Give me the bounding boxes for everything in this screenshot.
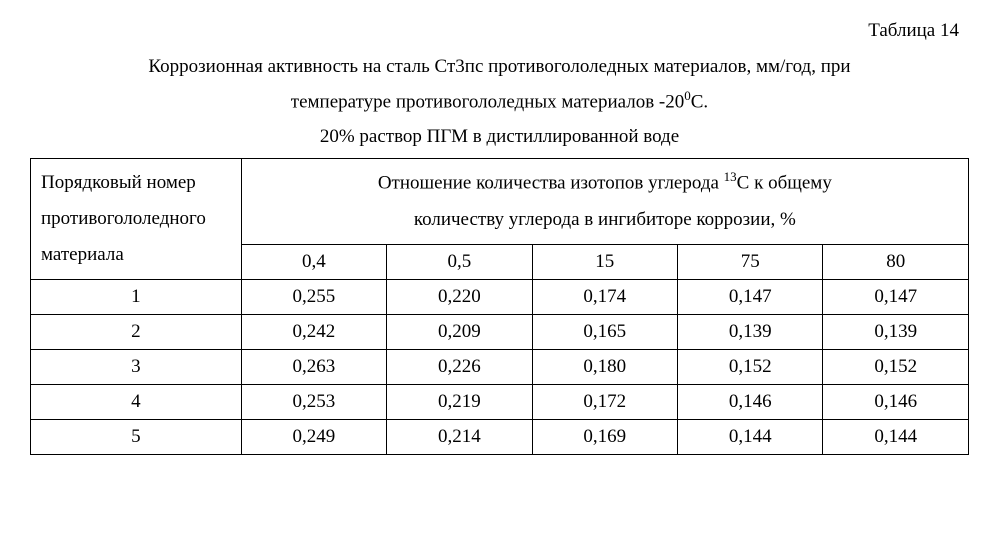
table-row: 1 0,255 0,220 0,174 0,147 0,147 bbox=[31, 280, 969, 315]
data-cell: 0,139 bbox=[823, 315, 969, 350]
data-cell: 0,165 bbox=[532, 315, 677, 350]
title-line-2-pre: температуре противогололедных материалов… bbox=[291, 92, 684, 113]
data-cell: 0,180 bbox=[532, 350, 677, 385]
data-cell: 0,146 bbox=[823, 385, 969, 420]
row-number: 4 bbox=[31, 385, 242, 420]
title-line-2-post: С. bbox=[691, 92, 708, 113]
row-number: 5 bbox=[31, 420, 242, 455]
data-cell: 0,139 bbox=[678, 315, 823, 350]
data-cell: 0,219 bbox=[387, 385, 532, 420]
data-cell: 0,144 bbox=[678, 420, 823, 455]
data-cell: 0,209 bbox=[387, 315, 532, 350]
row-header-line-1: Порядковый номер bbox=[41, 172, 196, 193]
data-cell: 0,152 bbox=[823, 350, 969, 385]
column-header: 0,4 bbox=[241, 244, 386, 279]
table-header-row-1: Порядковый номер противогололедного мате… bbox=[31, 158, 969, 244]
data-cell: 0,253 bbox=[241, 385, 386, 420]
col-group-line-1-sup: 13 bbox=[724, 169, 737, 184]
row-header-line-2: противогололедного bbox=[41, 208, 206, 229]
table-number-label: Таблица 14 bbox=[30, 20, 969, 42]
data-cell: 0,255 bbox=[241, 280, 386, 315]
row-header-line-3: материала bbox=[41, 244, 124, 265]
data-cell: 0,220 bbox=[387, 280, 532, 315]
data-cell: 0,146 bbox=[678, 385, 823, 420]
row-number: 3 bbox=[31, 350, 242, 385]
table-row: 2 0,242 0,209 0,165 0,139 0,139 bbox=[31, 315, 969, 350]
data-cell: 0,144 bbox=[823, 420, 969, 455]
data-cell: 0,172 bbox=[532, 385, 677, 420]
row-number: 1 bbox=[31, 280, 242, 315]
data-cell: 0,169 bbox=[532, 420, 677, 455]
col-group-line-1-post: С к общему bbox=[737, 172, 832, 193]
data-cell: 0,249 bbox=[241, 420, 386, 455]
row-number: 2 bbox=[31, 315, 242, 350]
title-line-2: температуре противогололедных материалов… bbox=[30, 84, 969, 120]
column-header: 15 bbox=[532, 244, 677, 279]
data-cell: 0,263 bbox=[241, 350, 386, 385]
data-cell: 0,147 bbox=[678, 280, 823, 315]
title-line-3: 20% раствор ПГМ в дистиллированной воде bbox=[30, 120, 969, 154]
column-group-header: Отношение количества изотопов углерода 1… bbox=[241, 158, 968, 244]
col-group-line-1-pre: Отношение количества изотопов углерода bbox=[378, 172, 724, 193]
table-row: 3 0,263 0,226 0,180 0,152 0,152 bbox=[31, 350, 969, 385]
title-line-1: Коррозионная активность на сталь Ст3пс п… bbox=[30, 50, 969, 84]
data-cell: 0,174 bbox=[532, 280, 677, 315]
data-cell: 0,147 bbox=[823, 280, 969, 315]
table-row: 4 0,253 0,219 0,172 0,146 0,146 bbox=[31, 385, 969, 420]
data-cell: 0,242 bbox=[241, 315, 386, 350]
table-row: 5 0,249 0,214 0,169 0,144 0,144 bbox=[31, 420, 969, 455]
corrosion-table: Порядковый номер противогололедного мате… bbox=[30, 158, 969, 455]
col-group-line-2: количеству углерода в ингибиторе коррози… bbox=[414, 209, 796, 230]
data-cell: 0,226 bbox=[387, 350, 532, 385]
row-header-cell: Порядковый номер противогололедного мате… bbox=[31, 158, 242, 279]
column-header: 80 bbox=[823, 244, 969, 279]
data-cell: 0,152 bbox=[678, 350, 823, 385]
column-header: 0,5 bbox=[387, 244, 532, 279]
data-cell: 0,214 bbox=[387, 420, 532, 455]
column-header: 75 bbox=[678, 244, 823, 279]
